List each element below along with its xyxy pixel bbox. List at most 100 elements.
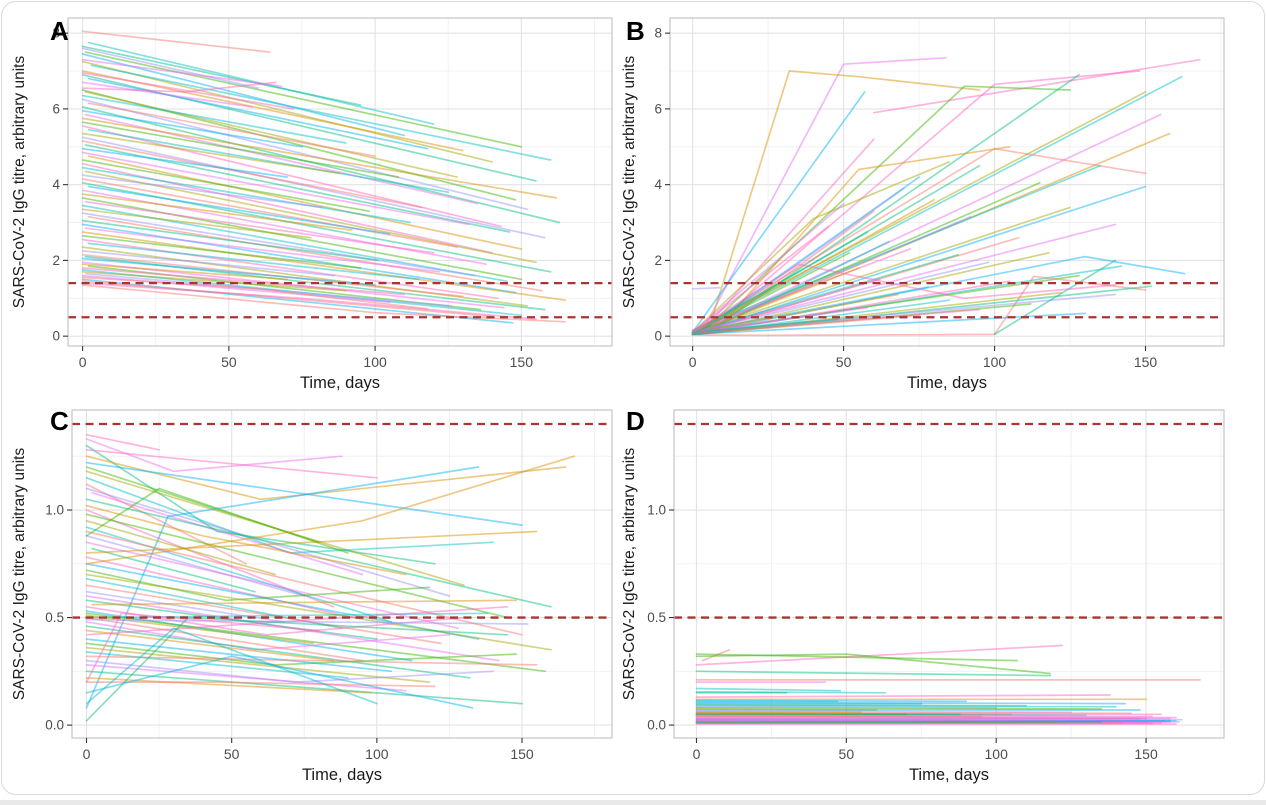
series-line bbox=[85, 470, 465, 587]
series-line bbox=[695, 719, 1171, 724]
y-tick-label: 4 bbox=[52, 177, 60, 192]
y-tick-label: 0 bbox=[654, 329, 662, 344]
series-line bbox=[85, 455, 567, 501]
panel-a-chart: 0 50 100 150 0 2 4 6 8 Time, days SARS-CoV-2 IgG t… bbox=[11, 16, 613, 392]
series-line bbox=[691, 253, 960, 334]
series-line bbox=[81, 159, 371, 213]
series-line bbox=[85, 655, 474, 709]
panel-b-chart: 0 50 100 150 0 2 4 6 8 Time, days SARS-CoV-2 IgG t… bbox=[622, 16, 1225, 392]
series-line bbox=[85, 461, 523, 526]
series-line bbox=[85, 476, 494, 554]
series-line bbox=[691, 303, 1032, 336]
series-line bbox=[85, 642, 518, 666]
series-line bbox=[81, 193, 353, 231]
series-line bbox=[81, 212, 476, 277]
series-line bbox=[81, 178, 458, 248]
panel-border bbox=[71, 409, 613, 739]
series-line bbox=[85, 605, 509, 636]
series-line bbox=[81, 81, 277, 93]
series-line bbox=[81, 125, 502, 228]
series-line bbox=[81, 181, 552, 273]
series-line bbox=[84, 113, 479, 205]
series-line bbox=[691, 75, 1183, 334]
series-line bbox=[695, 653, 1052, 675]
series-line bbox=[691, 164, 981, 336]
series-line bbox=[695, 694, 1111, 698]
panel-border bbox=[673, 409, 1225, 739]
x-tick-label: 50 bbox=[221, 354, 237, 370]
series-line bbox=[81, 94, 347, 144]
series-line bbox=[694, 278, 881, 334]
series-line bbox=[81, 261, 505, 309]
series-line bbox=[695, 670, 1052, 677]
plot-area bbox=[72, 410, 612, 738]
x-tick-label: 0 bbox=[693, 746, 701, 762]
series-line bbox=[81, 269, 523, 317]
series-line bbox=[695, 708, 878, 711]
series-line bbox=[85, 595, 500, 662]
series-line bbox=[695, 718, 1117, 722]
series-line bbox=[85, 556, 355, 619]
series-line bbox=[85, 676, 372, 694]
panel-c-chart: 0 50 100 150 0.0 0.5 1.0 Time, days SARS-CoV-2 I… bbox=[11, 406, 613, 784]
x-tick-label: 150 bbox=[1134, 746, 1158, 762]
series-line bbox=[695, 712, 1013, 716]
series-line bbox=[90, 64, 552, 161]
series-line bbox=[85, 541, 459, 630]
x-axis-title: Time, days bbox=[302, 766, 382, 784]
series-line bbox=[85, 681, 436, 688]
series-line bbox=[85, 444, 436, 565]
y-axis-title: SARS-CoV-2 IgG titre, arbitrary units bbox=[622, 56, 638, 309]
series-line bbox=[81, 208, 312, 239]
y-tick-label: 1.0 bbox=[45, 503, 64, 518]
series-line bbox=[691, 113, 1162, 336]
y-tick-label: 6 bbox=[654, 101, 662, 116]
series-line bbox=[81, 274, 391, 303]
series-line bbox=[697, 176, 920, 334]
series-line bbox=[85, 659, 494, 683]
series-line bbox=[81, 270, 347, 292]
series-line bbox=[85, 605, 465, 636]
series-line bbox=[691, 312, 1086, 336]
y-tick-label: 6 bbox=[52, 101, 60, 116]
x-tick-label: 50 bbox=[839, 746, 855, 762]
y-tick-label: 1.0 bbox=[647, 503, 666, 518]
panel-d-chart: 0 50 100 150 0.0 0.5 1.0 Time, days SARS-CoV-2 I… bbox=[622, 406, 1225, 784]
series-line bbox=[85, 584, 442, 645]
y-tick-label: 0.0 bbox=[647, 718, 666, 733]
series-line bbox=[691, 202, 845, 334]
series-line bbox=[85, 612, 547, 673]
series-line bbox=[691, 236, 1020, 336]
x-axis-title: Time, days bbox=[907, 374, 987, 392]
series-line bbox=[691, 206, 1071, 334]
series-line bbox=[85, 629, 335, 662]
series-line bbox=[697, 251, 1050, 334]
series-line bbox=[691, 267, 860, 336]
plot-area bbox=[674, 410, 1224, 738]
series-line bbox=[81, 60, 493, 163]
series-line bbox=[85, 448, 378, 479]
series-line bbox=[691, 91, 1147, 332]
series-line bbox=[695, 703, 1028, 707]
series-line bbox=[84, 144, 511, 233]
series-line bbox=[993, 259, 1117, 336]
series-line bbox=[85, 610, 413, 662]
series-line bbox=[695, 719, 1171, 723]
series-line bbox=[85, 438, 343, 473]
series-line bbox=[701, 648, 731, 662]
series-line bbox=[85, 455, 576, 565]
series-line bbox=[81, 263, 289, 281]
y-tick-label: 8 bbox=[654, 26, 662, 41]
y-tick-label: 8 bbox=[52, 26, 60, 41]
series-line bbox=[691, 261, 990, 334]
series-line bbox=[81, 267, 406, 296]
series-line bbox=[91, 547, 256, 593]
series-line bbox=[695, 644, 1063, 666]
series-line bbox=[695, 707, 1102, 710]
x-tick-label: 50 bbox=[224, 746, 240, 762]
series-line bbox=[81, 81, 254, 108]
series-line bbox=[85, 618, 529, 625]
series-line bbox=[85, 577, 343, 630]
series-line bbox=[872, 58, 1201, 114]
series-line bbox=[706, 70, 1141, 332]
